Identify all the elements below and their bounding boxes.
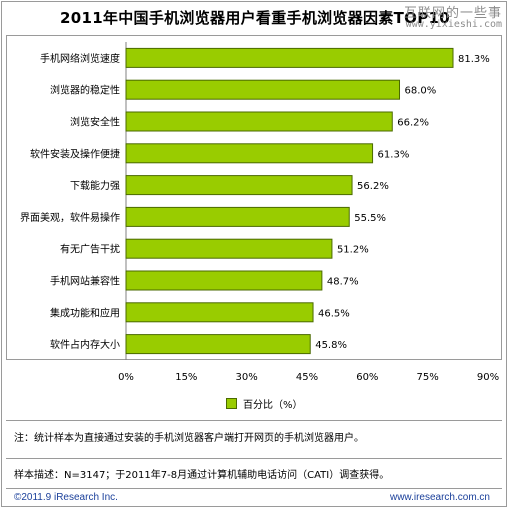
footer: ©2011.9 iResearch Inc. www.iresearch.com… xyxy=(6,488,502,506)
copyright-text: ©2011.9 iResearch Inc. xyxy=(14,492,118,503)
category-label: 浏览器的稳定性 xyxy=(50,84,120,97)
bar xyxy=(125,175,353,196)
x-tick-label: 75% xyxy=(417,372,439,383)
bar xyxy=(125,206,350,227)
bar xyxy=(125,143,374,164)
category-label: 软件安装及操作便捷 xyxy=(30,147,120,160)
value-label: 46.5% xyxy=(318,308,350,319)
category-label: 有无广告干扰 xyxy=(60,243,120,256)
value-label: 81.3% xyxy=(458,54,490,65)
value-label: 68.0% xyxy=(405,86,437,97)
category-label: 集成功能和应用 xyxy=(50,306,120,319)
chart-title: 2011年中国手机浏览器用户看重手机浏览器因素TOP10 xyxy=(59,9,450,27)
category-label: 软件占内存大小 xyxy=(50,338,120,351)
value-label: 48.7% xyxy=(327,277,359,288)
value-label: 55.5% xyxy=(354,213,386,224)
bar xyxy=(125,302,314,323)
category-label: 下载能力强 xyxy=(70,179,120,192)
x-tick-label: 15% xyxy=(175,372,197,383)
legend: 百分比（%） xyxy=(226,396,303,411)
bar xyxy=(125,270,323,291)
bar xyxy=(125,79,401,100)
bar xyxy=(125,238,333,259)
value-label: 51.2% xyxy=(337,245,369,256)
category-label: 浏览安全性 xyxy=(70,116,120,129)
x-tick-label: 45% xyxy=(296,372,318,383)
value-label: 45.8% xyxy=(315,340,347,351)
sample-description: 样本描述：N=3147；于2011年7-8月通过计算机辅助电话访问（CATI）调… xyxy=(6,458,502,488)
value-label: 61.3% xyxy=(378,149,410,160)
bar xyxy=(125,111,393,132)
category-label: 手机网站兼容性 xyxy=(50,275,120,288)
legend-swatch xyxy=(226,398,237,409)
bar-chart: 0% 15% 30% 45% 60% 75% 90% 手机网络浏览速度 81.3% 浏览器的稳定性… xyxy=(20,42,499,383)
watermark-url: www.yixieshi.com xyxy=(405,19,502,30)
bar xyxy=(125,334,311,355)
value-label: 56.2% xyxy=(357,181,389,192)
category-label: 界面美观，软件易操作 xyxy=(20,211,120,224)
x-tick-label: 30% xyxy=(236,372,258,383)
value-label: 66.2% xyxy=(397,118,429,129)
x-tick-label: 0% xyxy=(118,372,134,383)
legend-label: 百分比（%） xyxy=(243,400,303,411)
x-tick-label: 90% xyxy=(477,372,499,383)
website-url: www.iresearch.com.cn xyxy=(389,492,490,503)
chart-note: 注：统计样本为直接通过安装的手机浏览器客户端打开网页的手机浏览器用户。 xyxy=(6,420,502,458)
plot-area xyxy=(6,35,502,360)
x-tick-label: 60% xyxy=(356,372,378,383)
watermark-text: 互联网的一些事 xyxy=(403,6,502,21)
bar xyxy=(125,47,454,68)
category-label: 手机网络浏览速度 xyxy=(40,52,120,65)
